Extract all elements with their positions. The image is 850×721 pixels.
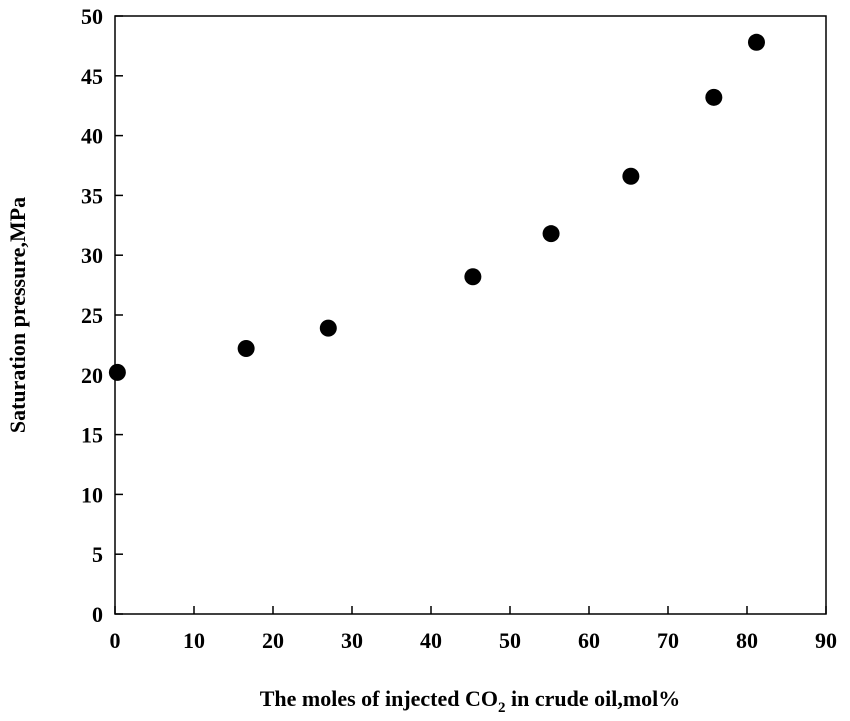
data-point (464, 268, 482, 286)
y-tick-label: 40 (81, 124, 103, 149)
y-tick-label: 10 (81, 482, 103, 507)
x-tick-label: 80 (736, 628, 758, 653)
y-tick-label: 5 (92, 542, 103, 567)
data-point (747, 33, 765, 51)
y-tick-label: 25 (81, 303, 103, 328)
x-axis-ticks: 0 10 20 30 40 50 60 70 80 90 (110, 606, 837, 653)
data-point (705, 88, 723, 106)
y-tick-label: 50 (81, 4, 103, 29)
x-tick-label: 50 (499, 628, 521, 653)
y-tick-label: 30 (81, 243, 103, 268)
y-tick-label: 15 (81, 423, 103, 448)
data-point (319, 319, 337, 337)
y-tick-label: 0 (92, 602, 103, 627)
x-tick-label: 60 (578, 628, 600, 653)
x-axis-title: The moles of injected CO2 in crude oil,m… (260, 686, 681, 716)
y-axis-title: Saturation pressure,MPa (5, 197, 30, 433)
data-point (542, 225, 560, 243)
x-tick-label: 20 (262, 628, 284, 653)
y-tick-label: 45 (81, 64, 103, 89)
x-tick-label: 40 (420, 628, 442, 653)
x-tick-label: 0 (110, 628, 121, 653)
plot-area (114, 15, 827, 615)
data-point (108, 363, 126, 381)
x-tick-label: 90 (815, 628, 837, 653)
data-point (622, 167, 640, 185)
x-tick-label: 10 (183, 628, 205, 653)
y-tick-label: 20 (81, 363, 103, 388)
y-tick-label: 35 (81, 183, 103, 208)
data-points (108, 33, 765, 381)
x-tick-label: 70 (657, 628, 679, 653)
y-axis-ticks: 0 5 10 15 20 25 30 35 40 45 50 (81, 4, 123, 627)
x-tick-label: 30 (341, 628, 363, 653)
data-point (237, 339, 255, 357)
